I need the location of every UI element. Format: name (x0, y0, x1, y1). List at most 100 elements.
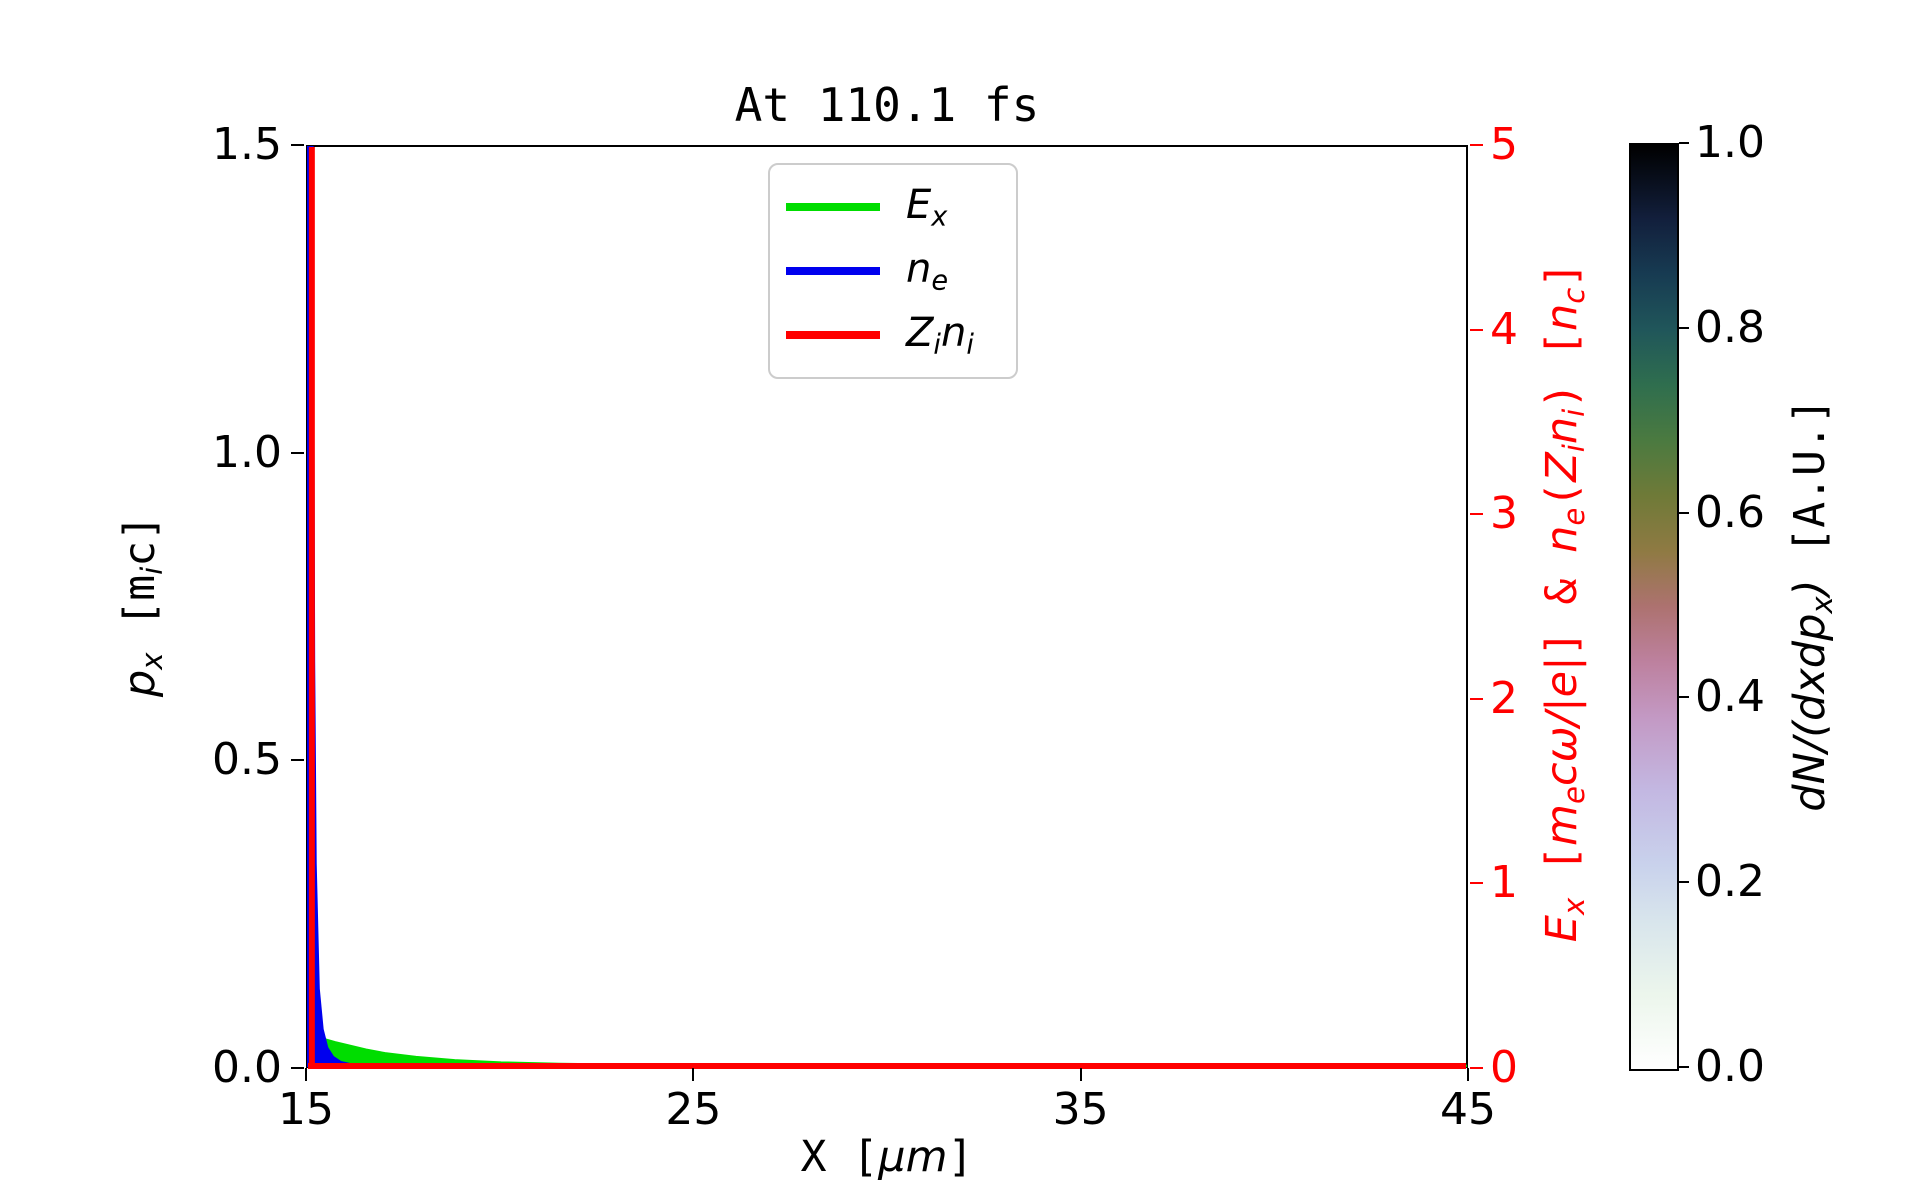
label-text: n (1536, 525, 1587, 553)
colorbar-tick-label: 0.2 (1695, 856, 1765, 908)
label-text: i (966, 329, 974, 361)
tick-mark (1467, 1068, 1469, 1081)
label-text: p (1784, 613, 1835, 641)
tick-mark (1470, 882, 1483, 885)
label-text: n (1536, 303, 1587, 332)
label-text: e (931, 265, 949, 297)
y-left-tick-label: 1.5 (212, 119, 282, 170)
curves-svg (307, 146, 1467, 1069)
label-text: Z (1536, 452, 1587, 482)
label-text: n (940, 309, 967, 356)
label-text: X [ (800, 1132, 879, 1182)
tick-mark (291, 759, 304, 762)
label-text: ( (1536, 481, 1587, 508)
label-text: x (135, 652, 170, 670)
tick-mark (1679, 326, 1689, 329)
label-text: m (905, 1132, 948, 1182)
legend-line-swatch (786, 267, 880, 275)
label-text: c] (114, 514, 165, 567)
tick-mark (1679, 696, 1689, 699)
legend-item: Ex (786, 175, 998, 239)
label-text: / (1784, 737, 1835, 753)
tick-mark (1079, 1068, 1082, 1081)
y-axis-label-left: px [mic] (115, 515, 169, 697)
legend-line-swatch (786, 203, 880, 211)
tick-mark (1470, 513, 1483, 516)
label-text: d (1784, 693, 1835, 721)
label-text: [ (1536, 845, 1587, 898)
y-left-tick-label: 0.0 (212, 1042, 282, 1093)
label-text: ω (1536, 726, 1587, 763)
colorbar-tick-label: 1.0 (1695, 117, 1765, 168)
colorbar-label: dN/(dxdpx) [A.U.] (1785, 398, 1839, 811)
tick-mark (291, 1067, 304, 1069)
label-text: ) (1784, 579, 1835, 597)
y-right-tick-label: 5 (1490, 119, 1518, 170)
tick-mark (291, 144, 304, 146)
label-text: ] & (1536, 552, 1587, 657)
label-text: x (1784, 668, 1835, 694)
legend: Ex ne Zini (768, 163, 1018, 379)
label-text: e (1557, 507, 1592, 526)
tick-mark (692, 1068, 695, 1081)
legend-label: Zini (906, 310, 974, 361)
colorbar-tick-label: 0.6 (1695, 486, 1765, 538)
label-text: p (114, 669, 165, 698)
label-text: e (1557, 786, 1592, 805)
x-tick-label: 45 (1440, 1084, 1496, 1135)
colorbar-tick-label: 0.8 (1695, 301, 1765, 353)
y-right-tick-label: 4 (1490, 303, 1518, 355)
label-text: ( (1784, 720, 1835, 738)
tick-mark (1470, 697, 1483, 700)
label-text: Z (906, 309, 934, 356)
colorbar-tick-label: 0.0 (1695, 1041, 1765, 1092)
colorbar (1629, 143, 1679, 1071)
x-tick-label: 25 (665, 1084, 722, 1135)
tick-mark (305, 1068, 307, 1081)
label-text: x (1557, 897, 1592, 916)
tick-mark (291, 451, 304, 454)
label-text: E (906, 181, 932, 228)
legend-line-swatch (786, 331, 880, 339)
chart-title: At 110.1 fs (734, 78, 1040, 132)
y-right-tick-label: 0 (1490, 1042, 1518, 1093)
y-right-tick-label: 1 (1490, 857, 1518, 909)
label-text: d (1784, 784, 1835, 812)
label-text: e (1536, 670, 1587, 698)
label-text: i (1557, 444, 1592, 453)
x-tick-label: 15 (278, 1084, 334, 1135)
label-text: d (1784, 640, 1835, 669)
label-text: [A.U.] (1784, 398, 1835, 580)
label-text: m (1536, 804, 1587, 846)
tick-mark (1470, 144, 1483, 146)
label-text: ] (947, 1132, 974, 1182)
label-text: n (1536, 416, 1587, 445)
label-text: x (1805, 596, 1840, 614)
label-text: N (1784, 752, 1835, 785)
x-tick-label: 35 (1052, 1084, 1109, 1135)
colorbar-tick-label: 0.4 (1695, 671, 1765, 723)
plot-area: Ex ne Zini (306, 145, 1468, 1069)
y-axis-label-right: Ex [mecω/|e|] & ne(Zini) [nc] (1537, 262, 1591, 942)
label-text: | (1536, 697, 1587, 712)
label-text: i (135, 566, 170, 575)
legend-item: Zini (786, 303, 998, 367)
tick-mark (1679, 142, 1689, 144)
label-text: c (1557, 287, 1592, 304)
legend-item: ne (786, 239, 998, 303)
x-axis-label: X [μm] (306, 1132, 1468, 1182)
label-text: ) [ (1536, 331, 1587, 409)
label-text: c (1536, 762, 1587, 787)
label-text: x (931, 201, 948, 233)
label-text: | (1536, 656, 1587, 671)
legend-label: ne (906, 246, 948, 297)
label-text: / (1536, 711, 1587, 727)
y-right-tick-label: 2 (1490, 672, 1518, 724)
label-text: n (906, 245, 932, 292)
label-text: μ (878, 1132, 906, 1182)
tick-mark (1679, 1066, 1689, 1068)
label-text: E (1536, 915, 1587, 943)
y-left-tick-label: 0.5 (212, 734, 282, 786)
label-text: i (1557, 408, 1592, 417)
